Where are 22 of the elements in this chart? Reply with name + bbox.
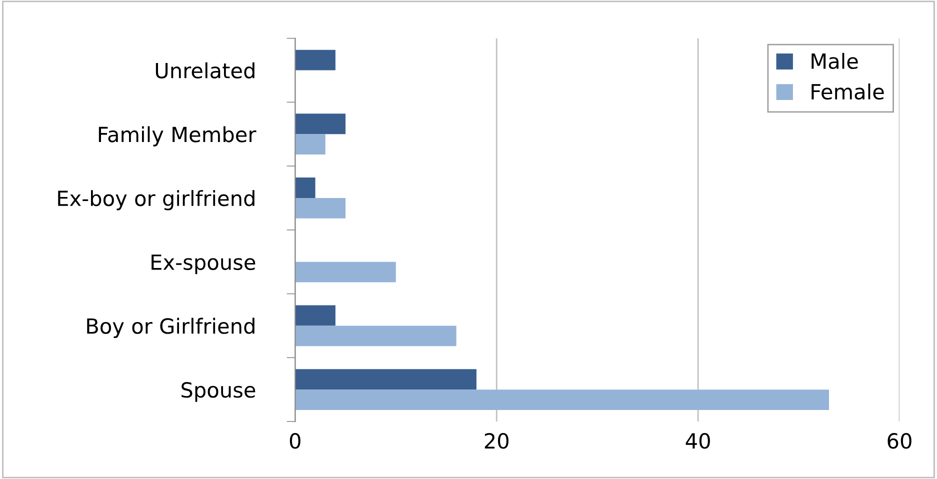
bar: [295, 305, 336, 326]
legend-label: Female: [812, 83, 884, 100]
x-tick-label: 0: [290, 433, 300, 449]
x-tick-label: 20: [484, 433, 508, 449]
x-tick-label: 40: [686, 433, 710, 449]
bar: [295, 198, 346, 218]
bar: [295, 178, 316, 198]
y-tick-label: Spouse: [182, 382, 256, 402]
bar: [295, 390, 830, 410]
bar: [295, 326, 456, 346]
x-tick-label: 60: [888, 433, 912, 449]
bar: [295, 134, 326, 155]
bar: [295, 369, 476, 390]
legend-label: Male: [812, 52, 858, 70]
y-tick-label: Boy or Girlfriend: [87, 318, 254, 338]
bar: [295, 114, 346, 134]
bar: [295, 50, 336, 70]
y-tick-label: Unrelated: [156, 62, 254, 78]
bar: [295, 262, 396, 282]
y-tick-label: Ex-boy or girlfriend: [58, 190, 254, 210]
y-tick-label: Ex-spouse: [152, 254, 256, 274]
y-tick-label: Family Member: [98, 126, 256, 146]
